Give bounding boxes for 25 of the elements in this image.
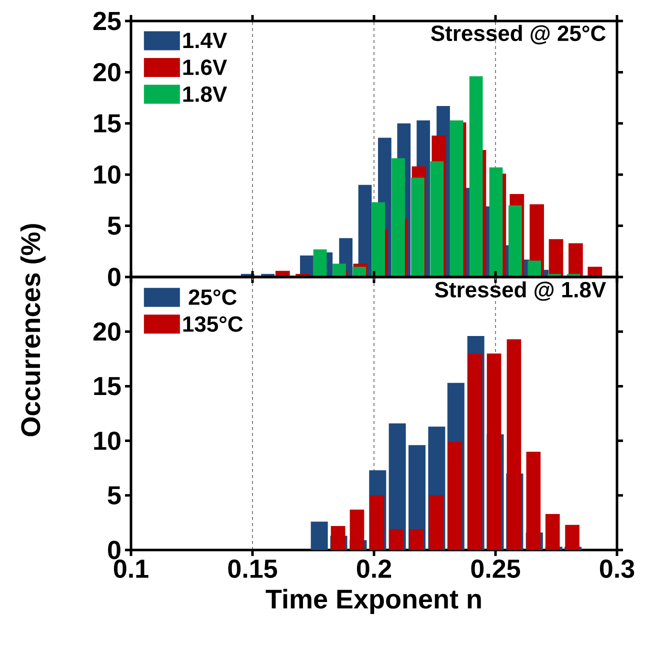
y-tick-label: 5: [108, 486, 121, 504]
y-axis-title: Occurrences (%): [20, 224, 46, 436]
x-tick-label: 0.15: [228, 560, 278, 578]
x-axis-title: Time Exponent n: [266, 588, 481, 614]
y-tick-label: 15: [94, 377, 121, 396]
y-tick-label: 0: [108, 540, 120, 560]
y-tick-label: 15: [94, 114, 121, 132]
y-tick-label: 0: [108, 268, 120, 286]
legend-label: 135°C: [183, 316, 243, 332]
y-tick-label: 20: [93, 322, 120, 341]
legend-label: 1.6V: [183, 60, 228, 76]
legend-label: 1.4V: [183, 32, 228, 48]
x-tick-label: 0.25: [471, 560, 520, 578]
y-tick-label: 10: [94, 432, 120, 450]
x-tick-label: 0.3: [600, 560, 634, 578]
y-tick-label: 10: [94, 165, 120, 184]
x-tick-label: 0.2: [356, 560, 392, 578]
chart-title: Stressed @ 25°C: [431, 24, 606, 44]
y-tick-label: 25: [93, 12, 121, 30]
y-tick-label: 20: [93, 62, 120, 82]
x-tick-label: 0.1: [114, 560, 148, 578]
legend-label: 1.8V: [183, 86, 228, 102]
legend-label: 25°C: [188, 289, 237, 305]
y-tick-label: 5: [108, 216, 121, 235]
chart-title: Stressed @ 1.8V: [434, 281, 606, 301]
